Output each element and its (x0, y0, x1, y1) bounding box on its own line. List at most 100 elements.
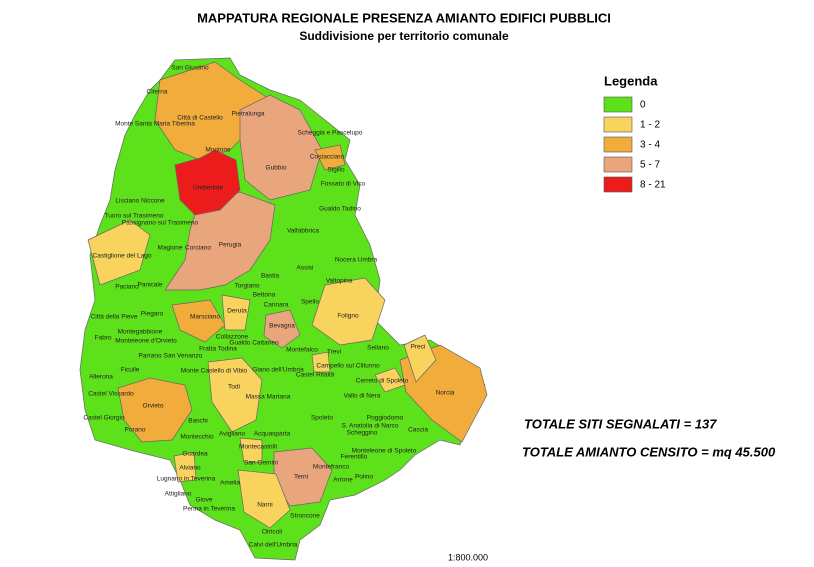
municipality-label: Gualdo Cattaneo (229, 340, 279, 347)
municipality-label: Massa Martana (246, 394, 291, 401)
municipality-label: Otricoli (262, 529, 282, 536)
municipality-label: Monte Castello di Vibio (181, 368, 248, 375)
municipality-label: Castel Ritaldi (296, 372, 334, 379)
municipality-label: Bettona (253, 292, 276, 299)
municipality-label: Castiglione del Lago (93, 253, 152, 260)
legend-label: 3 - 4 (640, 140, 660, 151)
legend: 0 1 - 2 3 - 4 5 - 7 8 - 21 (603, 96, 666, 193)
municipality-label: Montecchio (180, 434, 214, 441)
municipality-label: Lugnano in Teverina (157, 476, 216, 483)
map (79, 57, 488, 561)
municipality-label: Stroncone (290, 513, 320, 520)
municipality-label: Campello sul Clitunno (316, 363, 380, 370)
municipality-label: Bevagna (269, 323, 295, 330)
municipality-label: Penna in Teverina (183, 506, 235, 513)
municipality-label: Monteleone di Spoleto (352, 448, 417, 455)
municipality-label: Cerreto di Spoleto (356, 378, 409, 385)
municipality-label: Sellano (367, 345, 389, 352)
legend-label: 1 - 2 (640, 120, 660, 131)
municipality-label: Corciano (185, 245, 211, 252)
municipality-label: Magione (158, 245, 183, 252)
municipality-label: Castel Viscardo (88, 391, 134, 398)
municipality-label: Paciano (115, 284, 139, 291)
legend-swatch (603, 96, 633, 113)
municipality-label: Vallo di Nera (344, 393, 381, 400)
municipality-label: Nocera Umbra (335, 257, 378, 264)
municipality-label: Cascia (408, 427, 428, 434)
municipality-label: Ferentillo (341, 454, 368, 461)
municipality-label: Tuoro sul Trasimeno (104, 213, 163, 220)
municipality-area (221, 294, 251, 331)
municipality-label: Fabro (95, 335, 112, 342)
title: MAPPATURA REGIONALE PRESENZA AMIANTO EDI… (197, 10, 611, 25)
municipality-label: Montegabbione (118, 329, 163, 336)
map-labels: San Giustino Citerna Monte Santa Maria Tib… (83, 65, 454, 549)
municipality-label: Polino (355, 474, 373, 481)
municipality-area (164, 191, 276, 291)
municipality-label: Cannara (264, 302, 289, 309)
municipality-area (207, 357, 263, 433)
municipality-label: Arrone (333, 477, 353, 484)
municipality-label: San Giustino (171, 65, 209, 72)
municipality-area (173, 451, 197, 483)
municipality-label: Poggiodomo (367, 415, 404, 422)
municipality-label: Gubbio (266, 165, 287, 172)
municipality-label: San Gemini (244, 460, 278, 467)
municipality-label: Trevi (327, 349, 341, 356)
municipality-label: Scheggino (347, 430, 378, 437)
legend-swatch (603, 156, 633, 173)
municipality-label: Torgiano (235, 283, 260, 290)
legend-swatch (603, 116, 633, 133)
municipality-label: Todi (228, 384, 240, 391)
total-asbestos: TOTALE AMIANTO CENSITO = mq 45.500 (522, 444, 776, 459)
municipality-label: Parrano (138, 353, 162, 360)
municipality-label: Montone (205, 147, 231, 154)
municipality-label: Fossato di Vico (321, 181, 366, 188)
municipality-label: Marsciano (190, 314, 220, 321)
municipality-label: Orvieto (143, 403, 164, 410)
municipality-label: Acquasparta (254, 431, 291, 438)
municipality-label: Piegaro (141, 311, 164, 318)
legend-swatch (603, 176, 633, 193)
municipality-label: Assisi (297, 265, 314, 272)
municipality-label: Giove (196, 497, 213, 504)
municipality-area (263, 309, 301, 349)
municipality-area (174, 149, 241, 216)
municipality-label: Allerona (89, 374, 113, 381)
municipality-label: Città della Pieve (91, 314, 138, 321)
municipality-label: Citerna (147, 89, 168, 96)
municipality-area (374, 367, 406, 393)
municipality-area (237, 469, 291, 529)
legend-label: 5 - 7 (640, 160, 660, 171)
legend-label: 8 - 21 (640, 180, 666, 191)
municipality-label: Narni (257, 502, 273, 509)
municipality-label: Spello (301, 299, 319, 306)
municipality-area (239, 94, 323, 201)
municipality-label: Montecastrilli (239, 444, 277, 451)
subtitle: Suddivisione per territorio comunale (299, 29, 509, 43)
municipality-label: Montefalco (286, 347, 318, 354)
total-sites: TOTALE SITI SEGNALATI = 137 (524, 416, 717, 431)
municipality-label: Valtopina (326, 278, 353, 285)
municipality-area (117, 377, 193, 443)
municipality-label: Bastia (261, 273, 279, 280)
municipality-label: Umbertide (193, 185, 223, 192)
municipality-label: Castel Giorgio (83, 415, 125, 422)
municipality-label: Preci (411, 344, 426, 351)
municipality-label: Calvi dell'Umbria (249, 542, 298, 549)
municipality-label: Attigliano (165, 491, 192, 498)
municipality-area (314, 144, 346, 171)
municipality-label: Passignano sul Trasimeno (122, 220, 199, 227)
municipality-label: Terni (294, 474, 308, 481)
municipality-area (311, 277, 386, 346)
municipality-label: Alviano (179, 465, 201, 472)
municipality-label: Porano (125, 427, 146, 434)
legend-label: 0 (640, 100, 646, 111)
municipality-label: San Venanzo (164, 353, 203, 360)
scale: 1:800.000 (448, 552, 488, 562)
municipality-label: Guardea (182, 451, 208, 458)
municipality-label: Panicale (138, 282, 163, 289)
municipality-label: Gualdo Tadino (319, 206, 361, 213)
municipality-label: Perugia (219, 242, 242, 249)
